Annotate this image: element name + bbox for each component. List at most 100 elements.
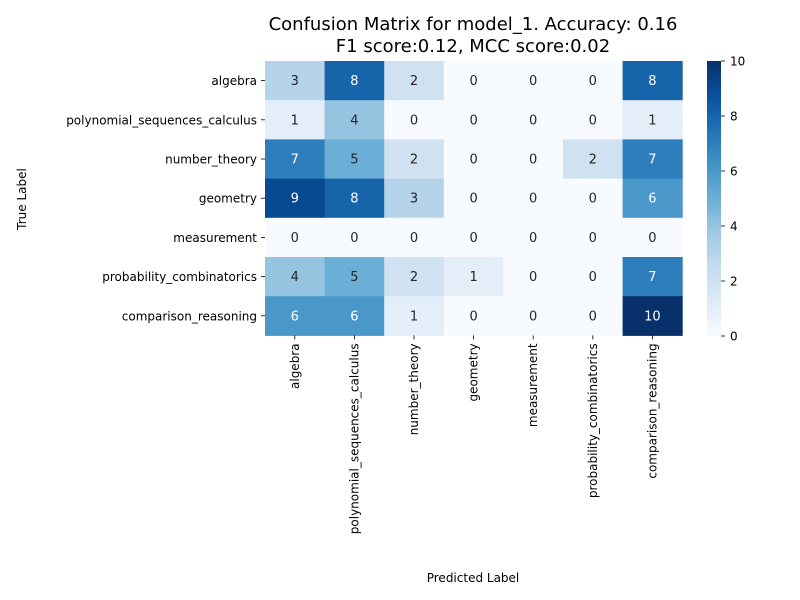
heatmap-cell: [324, 257, 385, 297]
heatmap-cell-value: 4: [291, 270, 299, 285]
heatmap-cell: [324, 296, 385, 336]
heatmap-cell-value: 1: [469, 270, 477, 285]
x-tick-label: algebra: [288, 343, 302, 389]
heatmap-cell-value: 0: [529, 309, 537, 324]
heatmap-cell-value: 0: [469, 113, 477, 128]
x-tick-label: probability_combinatorics: [586, 343, 600, 498]
heatmap-cell: [443, 100, 504, 140]
heatmap-cell: [503, 257, 564, 297]
heatmap-cell-value: 0: [469, 192, 477, 207]
heatmap-cell: [443, 217, 504, 258]
chart-title-line1: Confusion Matrix for model_1. Accuracy: …: [269, 14, 678, 35]
y-axis-label: True Label: [15, 168, 29, 231]
heatmap-cell: [563, 139, 624, 180]
heatmap-cell-value: 5: [350, 270, 358, 285]
heatmap-cell-value: 6: [350, 309, 358, 324]
heatmap-cell-value: 0: [410, 231, 418, 246]
heatmap-cell: [443, 257, 504, 297]
heatmap-cell-value: 0: [589, 309, 597, 324]
heatmap-cell: [265, 61, 326, 101]
heatmap-cell: [443, 139, 504, 180]
heatmap-cell-value: 0: [469, 309, 477, 324]
heatmap-cell: [265, 257, 326, 297]
y-tick-label: geometry: [199, 192, 257, 206]
heatmap-cell-value: 8: [350, 192, 358, 207]
heatmap-cell-value: 0: [589, 231, 597, 246]
x-tick-label: comparison_reasoning: [645, 343, 659, 478]
heatmap-cell-value: 0: [529, 113, 537, 128]
y-axis-ticks: algebra polynomial_sequences_calculusnumb…: [66, 74, 265, 323]
y-tick-label: measurement: [173, 231, 257, 245]
heatmap-cell: [265, 296, 326, 336]
heatmap-cells: [265, 61, 683, 336]
x-axis-ticks: algebra polynomial_sequences_calculus numb…: [288, 335, 659, 534]
heatmap-cell-value: 0: [529, 74, 537, 89]
heatmap-cell-labels: 3 8 2 0 0 0 81 4 0 0 0 0 17 5 2 0 0 2 79 8 3 0 0 0 60 0 0 0 0 0 04 5 2 1 0…: [291, 74, 661, 324]
heatmap-cell: [384, 61, 445, 101]
heatmap-cell-value: 6: [291, 309, 299, 324]
heatmap-cell: [503, 100, 564, 140]
heatmap-cell: [324, 217, 385, 258]
heatmap-cell: [324, 178, 385, 219]
chart-title-line2: F1 score:0.12, MCC score:0.02: [336, 36, 610, 57]
heatmap-cell: [503, 296, 564, 336]
heatmap-cell-value: 8: [350, 74, 358, 89]
heatmap-cell: [563, 296, 624, 336]
heatmap-cell: [265, 178, 326, 219]
colorbar-tick-label: 6: [730, 165, 738, 179]
heatmap-cell-value: 2: [410, 74, 418, 89]
heatmap-cell: [443, 61, 504, 101]
y-tick-label: comparison_reasoning: [122, 309, 257, 323]
x-tick-label: geometry: [467, 343, 481, 401]
heatmap-cell: [265, 139, 326, 180]
heatmap-cell: [622, 178, 683, 219]
heatmap-cell: [324, 139, 385, 180]
heatmap-cell-value: 1: [410, 309, 418, 324]
heatmap-cell-value: 1: [291, 113, 299, 128]
heatmap-cell: [384, 178, 445, 219]
heatmap-cell: [563, 100, 624, 140]
heatmap-cell-value: 2: [410, 153, 418, 168]
heatmap-cell: [443, 178, 504, 219]
heatmap-cell-value: 0: [589, 192, 597, 207]
heatmap-cell: [622, 296, 683, 336]
heatmap-cell-value: 0: [529, 270, 537, 285]
heatmap-cell-value: 0: [648, 231, 656, 246]
heatmap-cell-value: 0: [469, 231, 477, 246]
colorbar: [707, 61, 721, 336]
x-tick-label: number_theory: [407, 343, 421, 435]
heatmap-cell: [384, 139, 445, 180]
colorbar-tick-label: 4: [730, 220, 738, 234]
heatmap-cell: [384, 296, 445, 336]
heatmap-cell: [622, 100, 683, 140]
heatmap-cell: [384, 100, 445, 140]
heatmap-cell: [324, 100, 385, 140]
heatmap-cell-value: 10: [644, 309, 661, 324]
heatmap-cell: [563, 257, 624, 297]
y-tick-label: algebra: [211, 74, 257, 88]
heatmap-cell-value: 0: [589, 74, 597, 89]
heatmap-cell-value: 3: [291, 74, 299, 89]
heatmap-cell: [563, 178, 624, 219]
y-tick-label: number_theory: [165, 153, 257, 167]
heatmap-cell-value: 0: [469, 153, 477, 168]
heatmap-cell-value: 7: [648, 153, 656, 168]
heatmap-cell-value: 2: [410, 270, 418, 285]
heatmap-cell-value: 0: [529, 153, 537, 168]
heatmap-cell-value: 0: [410, 113, 418, 128]
heatmap-cell-value: 4: [350, 113, 358, 128]
colorbar-tick-label: 0: [730, 330, 738, 344]
x-tick-label: measurement: [526, 343, 540, 427]
heatmap-cell-value: 7: [291, 153, 299, 168]
heatmap-cell-value: 3: [410, 192, 418, 207]
heatmap-cell: [622, 217, 683, 258]
colorbar-tick-label: 8: [730, 110, 738, 124]
heatmap-cell-value: 0: [529, 231, 537, 246]
heatmap-cell: [563, 217, 624, 258]
heatmap-cell: [503, 178, 564, 219]
heatmap-cell-value: 0: [291, 231, 299, 246]
heatmap-cell-value: 7: [648, 270, 656, 285]
heatmap-cell-value: 0: [529, 192, 537, 207]
heatmap-cell: [265, 100, 326, 140]
